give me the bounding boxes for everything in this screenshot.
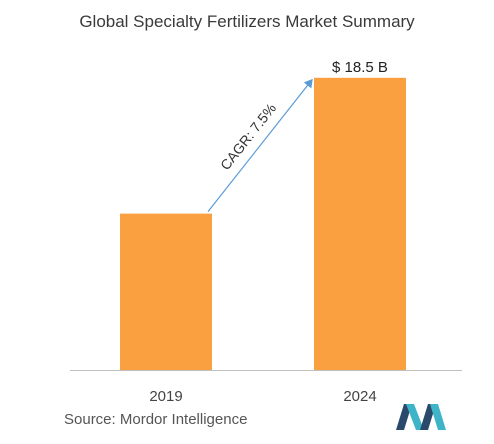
bar-2019 xyxy=(120,213,212,370)
cagr-arrow xyxy=(207,78,313,213)
x-tick-label: 2024 xyxy=(343,388,376,405)
x-tick-label: 2019 xyxy=(149,388,182,405)
bar-2024 xyxy=(314,77,406,371)
chart-title: Global Specialty Fertilizers Market Summ… xyxy=(79,12,415,31)
mordor-intelligence-logo-icon xyxy=(396,404,446,430)
bar-value-label: $ 18.5 B xyxy=(332,59,388,76)
source-note: Source: Mordor Intelligence xyxy=(64,411,248,428)
cagr-label: CAGR: 7.5% xyxy=(217,100,279,173)
